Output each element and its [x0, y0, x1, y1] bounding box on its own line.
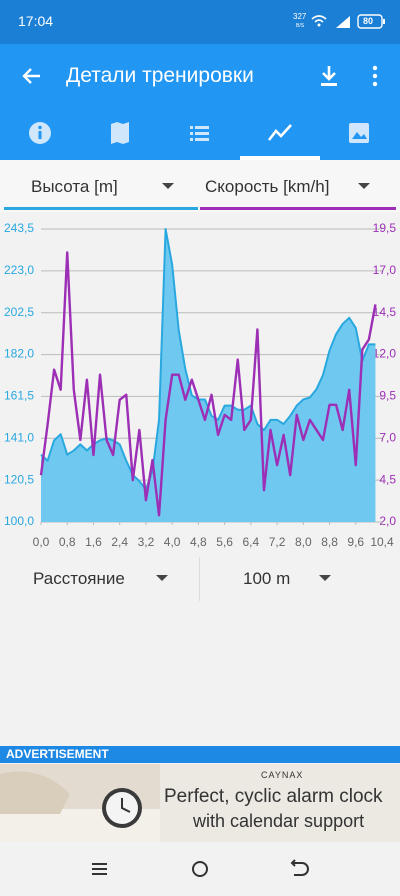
ad-label-bar: ADVERTISEMENT — [0, 746, 400, 763]
chart: 100,0 120,5 141,0 161,5 182,0 202,5 223,0 243,5… — [4, 221, 397, 549]
home-button[interactable] — [192, 861, 208, 877]
x-tick-label: 7,2 — [269, 535, 286, 549]
app-bar: Детали тренировки — [0, 44, 400, 106]
y2-tick-label: 7,0 — [379, 430, 396, 444]
x-tick-label: 9,6 — [347, 535, 364, 549]
y2-tick-label: 2,0 — [379, 514, 396, 528]
x-axis-selector[interactable]: Расстояние — [33, 569, 125, 588]
chart-tab[interactable] — [240, 124, 320, 160]
tab-icons — [29, 122, 369, 160]
time: 17:04 — [18, 13, 54, 29]
line — [39, 251, 377, 517]
x-tick-label: 8,0 — [295, 535, 312, 549]
x-tick-label: 4,8 — [190, 535, 207, 549]
status-bar: 17:04 327 B/S 80 — [0, 0, 400, 44]
y2-tick-label: 12,0 — [373, 347, 397, 361]
y-tick-label: 100,0 — [4, 514, 34, 528]
download-button[interactable] — [318, 64, 340, 88]
x-tick-label: 1,6 — [85, 535, 102, 549]
info-tab[interactable] — [29, 122, 51, 144]
y2-tick-label: 4,5 — [379, 472, 396, 486]
series-selectors: Высота [m] Скорость [km/h] — [0, 160, 400, 212]
y-tick-label: 223,0 — [4, 263, 34, 277]
map-tab[interactable] — [111, 122, 129, 144]
step-selector[interactable]: 100 m — [243, 569, 291, 588]
screen-title: Детали тренировки — [66, 64, 254, 87]
dropdown-arrow — [319, 575, 331, 581]
dropdown-arrow — [162, 183, 174, 189]
net-speed: 327 — [293, 12, 307, 21]
ad-brand: CAYNAX — [261, 770, 304, 780]
x-tick-label: 2,4 — [111, 535, 128, 549]
left-series-selector[interactable]: Высота [m] — [31, 177, 118, 196]
ad-image — [0, 764, 160, 842]
x-tick-label: 5,6 — [216, 535, 233, 549]
x-tick-label: 0,0 — [33, 535, 50, 549]
y-tick-label: 141,0 — [4, 430, 34, 444]
x-selectors: Расстояние 100 m — [0, 557, 400, 601]
ad-subline: with calendar support — [193, 811, 365, 831]
back-button[interactable] — [20, 64, 44, 88]
ad-label: ADVERTISEMENT — [6, 747, 109, 761]
x-tick-label: 0,8 — [59, 535, 76, 549]
dropdown-arrow — [156, 575, 168, 581]
y2-tick-label: 17,0 — [373, 263, 397, 277]
ad-banner[interactable]: CAYNAX Perfect, cyclic alarm clock with … — [0, 764, 400, 842]
y-tick-label: 202,5 — [4, 305, 34, 319]
recents-button[interactable] — [92, 863, 107, 875]
divider — [199, 557, 200, 601]
x-tick-label: 10,4 — [370, 535, 394, 549]
right-selector-underline — [200, 207, 396, 210]
net-unit: B/S — [296, 23, 305, 29]
y-tick-label: 182,0 — [4, 347, 34, 361]
y2-tick-label: 9,5 — [379, 389, 396, 403]
y-tick-label: 161,5 — [4, 389, 34, 403]
left-selector-underline — [4, 207, 198, 210]
x-tick-label: 8,8 — [321, 535, 338, 549]
y2-tick-label: 14,5 — [373, 305, 397, 319]
ad-headline: Perfect, cyclic alarm clock — [164, 786, 383, 807]
battery-level: 80 — [363, 16, 374, 26]
back-nav-button[interactable] — [290, 859, 309, 876]
photo-tab[interactable] — [349, 123, 369, 143]
y2-tick-label: 19,5 — [373, 221, 397, 235]
x-tick-label: 3,2 — [138, 535, 155, 549]
right-series-selector[interactable]: Скорость [km/h] — [205, 177, 330, 196]
tab-bar — [0, 106, 400, 160]
area — [41, 229, 376, 522]
x-tick-label: 6,4 — [243, 535, 260, 549]
status-icons — [311, 14, 385, 29]
navigation-bar — [0, 842, 400, 896]
x-tick-label: 4,0 — [164, 535, 181, 549]
list-tab[interactable] — [190, 126, 209, 141]
y-tick-label: 120,5 — [4, 472, 34, 486]
y-tick-label: 243,5 — [4, 221, 34, 235]
dropdown-arrow — [358, 183, 370, 189]
menu-button[interactable] — [368, 64, 382, 88]
